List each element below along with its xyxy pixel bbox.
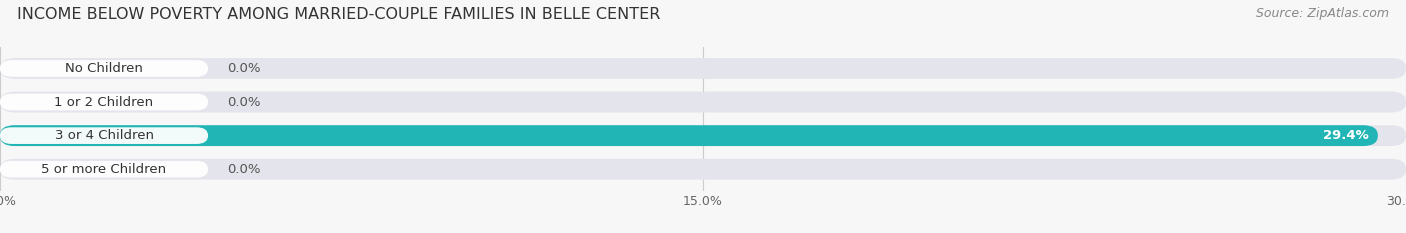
FancyBboxPatch shape: [0, 58, 1406, 79]
FancyBboxPatch shape: [0, 159, 1406, 180]
FancyBboxPatch shape: [0, 94, 208, 110]
Text: INCOME BELOW POVERTY AMONG MARRIED-COUPLE FAMILIES IN BELLE CENTER: INCOME BELOW POVERTY AMONG MARRIED-COUPL…: [17, 7, 661, 22]
FancyBboxPatch shape: [0, 161, 208, 178]
Text: 0.0%: 0.0%: [226, 96, 260, 109]
Text: 1 or 2 Children: 1 or 2 Children: [55, 96, 153, 109]
Text: 0.0%: 0.0%: [226, 62, 260, 75]
Text: 5 or more Children: 5 or more Children: [42, 163, 166, 176]
FancyBboxPatch shape: [0, 60, 208, 77]
FancyBboxPatch shape: [0, 127, 208, 144]
Text: 29.4%: 29.4%: [1323, 129, 1368, 142]
Text: No Children: No Children: [65, 62, 143, 75]
Text: 0.0%: 0.0%: [226, 163, 260, 176]
FancyBboxPatch shape: [0, 92, 1406, 113]
Text: Source: ZipAtlas.com: Source: ZipAtlas.com: [1256, 7, 1389, 20]
Text: 3 or 4 Children: 3 or 4 Children: [55, 129, 153, 142]
FancyBboxPatch shape: [0, 125, 1406, 146]
FancyBboxPatch shape: [0, 125, 1378, 146]
